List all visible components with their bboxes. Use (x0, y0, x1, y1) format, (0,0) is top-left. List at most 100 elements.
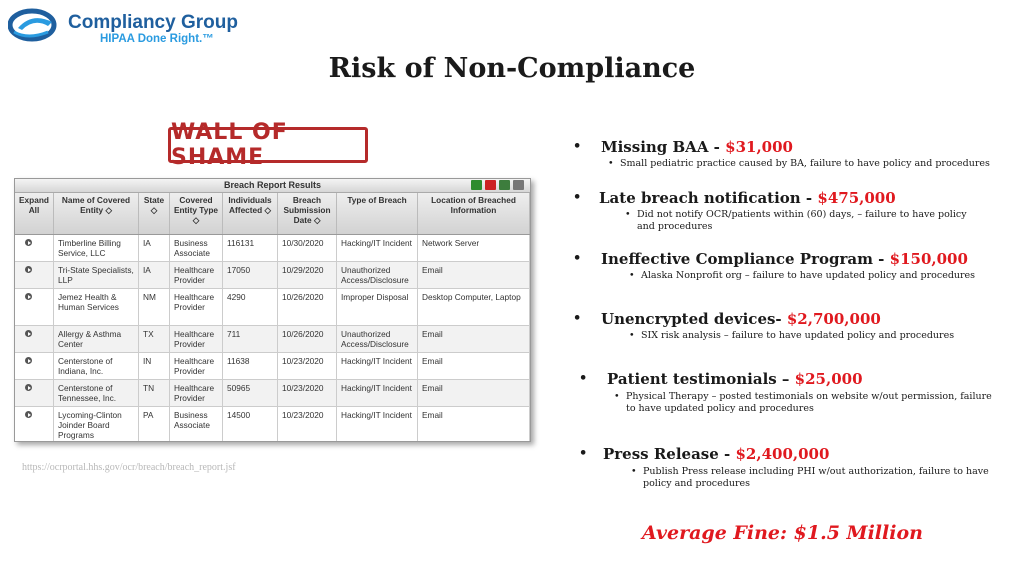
risk-detail: • SIX risk analysis – failure to have upd… (629, 330, 1001, 342)
risk-detail-text: Publish Press release including PHI w/ou… (643, 466, 989, 489)
individuals-cell: 14500 (222, 406, 278, 441)
col-state[interactable]: State ◇ (138, 193, 170, 235)
risk-heading: • Missing BAA - $31,000 (573, 138, 793, 156)
risk-detail: • Alaska Nonprofit org – failure to have … (629, 270, 1001, 282)
entity-type-cell: Healthcare Provider (169, 379, 223, 407)
individuals-cell: 17050 (222, 261, 278, 289)
table-row: Jemez Health & Human Services NM Healthc… (15, 288, 530, 326)
breach-type-cell: Hacking/IT Incident (336, 379, 418, 407)
expand-row-icon[interactable] (25, 330, 32, 337)
entity-type-cell: Healthcare Provider (169, 325, 223, 353)
logo-name: Compliancy Group (68, 12, 238, 33)
table-header-row: Expand All Name of Covered Entity ◇ Stat… (15, 193, 530, 235)
date-cell: 10/23/2020 (277, 379, 337, 407)
risk-detail-text: Alaska Nonprofit org – failure to have u… (641, 270, 976, 281)
bullet-icon: • (573, 139, 582, 154)
wall-of-shame-stamp: WALL OF SHAME (168, 120, 368, 170)
state-cell: PA (138, 406, 170, 441)
state-cell: IA (138, 234, 170, 262)
table-row: Tri-State Specialists, LLP IA Healthcare… (15, 261, 530, 289)
breach-report-table: Breach Report Results Expand All Name of… (14, 178, 531, 442)
table-row: Centerstone of Indiana, Inc. IN Healthca… (15, 352, 530, 380)
expand-cell (15, 406, 54, 441)
location-cell: Email (417, 352, 530, 380)
entity-type-cell: Healthcare Provider (169, 261, 223, 289)
risk-fine: $2,400,000 (735, 445, 830, 463)
risk-detail-text: Small pediatric practice caused by BA, f… (620, 158, 990, 169)
expand-cell (15, 325, 54, 353)
date-cell: 10/30/2020 (277, 234, 337, 262)
sub-bullet-icon: • (629, 330, 635, 341)
col-submission-date[interactable]: Breach Submission Date ◇ (277, 193, 337, 235)
expand-cell (15, 234, 54, 262)
expand-row-icon[interactable] (25, 357, 32, 364)
breach-type-cell: Hacking/IT Incident (336, 234, 418, 262)
breach-report-header: Breach Report Results (15, 179, 530, 193)
state-cell: NM (138, 288, 170, 326)
bullet-icon: • (573, 251, 582, 266)
expand-row-icon[interactable] (25, 266, 32, 273)
sub-bullet-icon: • (625, 209, 631, 220)
risk-detail-text: Did not notify OCR/patients within (60) … (637, 209, 967, 232)
location-cell: Email (417, 261, 530, 289)
sub-bullet-icon: • (631, 466, 637, 477)
bullet-icon: • (573, 190, 582, 205)
state-cell: IA (138, 261, 170, 289)
expand-cell (15, 352, 54, 380)
expand-row-icon[interactable] (25, 239, 32, 246)
col-expand-all[interactable]: Expand All (15, 193, 54, 235)
location-cell: Email (417, 379, 530, 407)
sub-bullet-icon: • (629, 270, 635, 281)
pdf-export-icon[interactable] (485, 180, 496, 190)
slide-title: Risk of Non-Compliance (328, 53, 696, 84)
source-url: https://ocrportal.hhs.gov/ocr/breach/bre… (22, 462, 236, 473)
entity-name-cell: Jemez Health & Human Services (53, 288, 139, 326)
export-icons (471, 180, 524, 190)
individuals-cell: 711 (222, 325, 278, 353)
date-cell: 10/29/2020 (277, 261, 337, 289)
excel-export-icon[interactable] (471, 180, 482, 190)
risk-detail-text: Physical Therapy – posted testimonials o… (626, 391, 992, 414)
location-cell: Desktop Computer, Laptop (417, 288, 530, 326)
risk-fine: $2,700,000 (786, 310, 881, 328)
compliancy-logo-icon (8, 8, 57, 42)
risk-heading: • Late breach notification - $475,000 (573, 189, 896, 207)
entity-name-cell: Lycoming-Clinton Joinder Board Programs (53, 406, 139, 441)
risk-heading: • Press Release - $2,400,000 (579, 445, 830, 463)
individuals-cell: 11638 (222, 352, 278, 380)
average-fine: Average Fine: $1.5 Million (642, 522, 923, 544)
risk-label: Patient testimonials – (607, 370, 795, 388)
risk-label: Unencrypted devices- (601, 310, 787, 328)
table-row: Timberline Billing Service, LLC IA Busin… (15, 234, 530, 262)
expand-row-icon[interactable] (25, 411, 32, 418)
expand-cell (15, 288, 54, 326)
risk-detail-text: SIX risk analysis – failure to have upda… (641, 330, 955, 341)
col-breach-type: Type of Breach (336, 193, 418, 235)
date-cell: 10/26/2020 (277, 325, 337, 353)
entity-type-cell: Business Associate (169, 406, 223, 441)
bullet-icon: • (579, 371, 588, 386)
col-entity-name[interactable]: Name of Covered Entity ◇ (53, 193, 139, 235)
individuals-cell: 116131 (222, 234, 278, 262)
col-entity-type[interactable]: Covered Entity Type ◇ (169, 193, 223, 235)
xml-export-icon[interactable] (513, 180, 524, 190)
bullet-icon: • (573, 311, 582, 326)
col-individuals-affected[interactable]: Individuals Affected ◇ (222, 193, 278, 235)
sub-bullet-icon: • (614, 391, 620, 402)
bullet-icon: • (579, 446, 588, 461)
expand-row-icon[interactable] (25, 384, 32, 391)
entity-type-cell: Healthcare Provider (169, 288, 223, 326)
breach-report-title: Breach Report Results (223, 180, 322, 190)
expand-cell (15, 261, 54, 289)
expand-row-icon[interactable] (25, 293, 32, 300)
csv-export-icon[interactable] (499, 180, 510, 190)
company-logo: Compliancy Group HIPAA Done Right.™ (8, 6, 248, 46)
individuals-cell: 50965 (222, 379, 278, 407)
risk-fine: $150,000 (889, 250, 968, 268)
location-cell: Email (417, 325, 530, 353)
risk-heading: • Ineffective Compliance Program - $150,0… (573, 250, 968, 268)
expand-cell (15, 379, 54, 407)
risk-label: Press Release - (603, 445, 736, 463)
entity-type-cell: Business Associate (169, 234, 223, 262)
col-location: Location of Breached Information (417, 193, 530, 235)
